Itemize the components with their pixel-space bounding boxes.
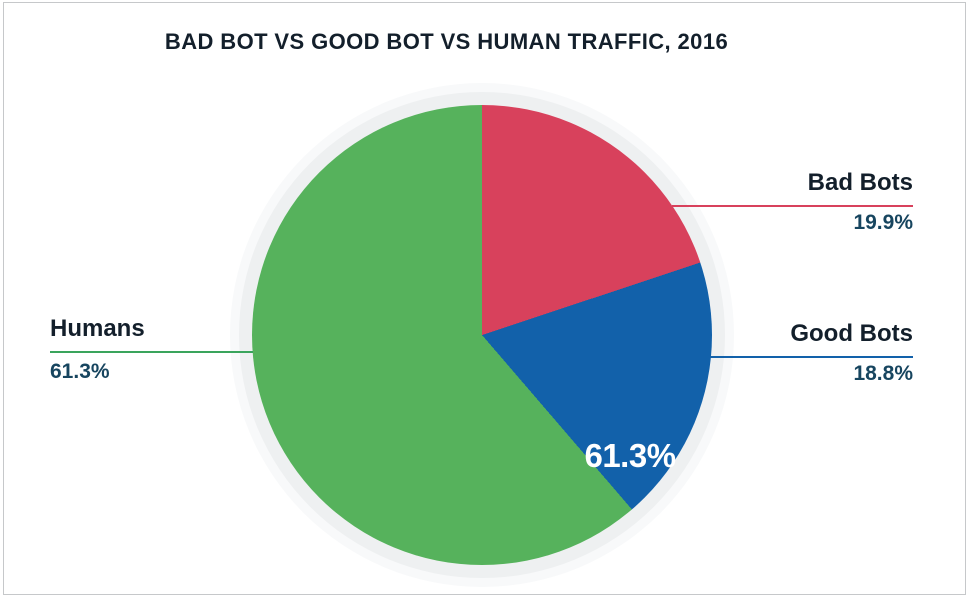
callout-value-humans: 61.3% (50, 360, 110, 383)
leader-line-bad-bots (672, 205, 913, 207)
callout-value-good-bots: 18.8% (853, 362, 913, 385)
callout-value-bad-bots: 19.9% (853, 211, 913, 234)
pie: 19.9% 18.8% 61.3% (252, 105, 923, 565)
chart-title: BAD BOT VS GOOD BOT VS HUMAN TRAFFIC, 20… (164, 29, 729, 54)
leader-line-humans (50, 351, 253, 353)
slice-value-good-bots: 18.8% (837, 448, 923, 483)
callout-label-bad-bots: Bad Bots (807, 169, 913, 196)
leader-line-good-bots (710, 356, 913, 358)
callout-label-humans: Humans (50, 315, 145, 342)
slice-value-bad-bots: 19.9% (781, 301, 867, 336)
callout-label-good-bots: Good Bots (790, 320, 913, 347)
slice-value-humans: 61.3% (584, 437, 676, 474)
